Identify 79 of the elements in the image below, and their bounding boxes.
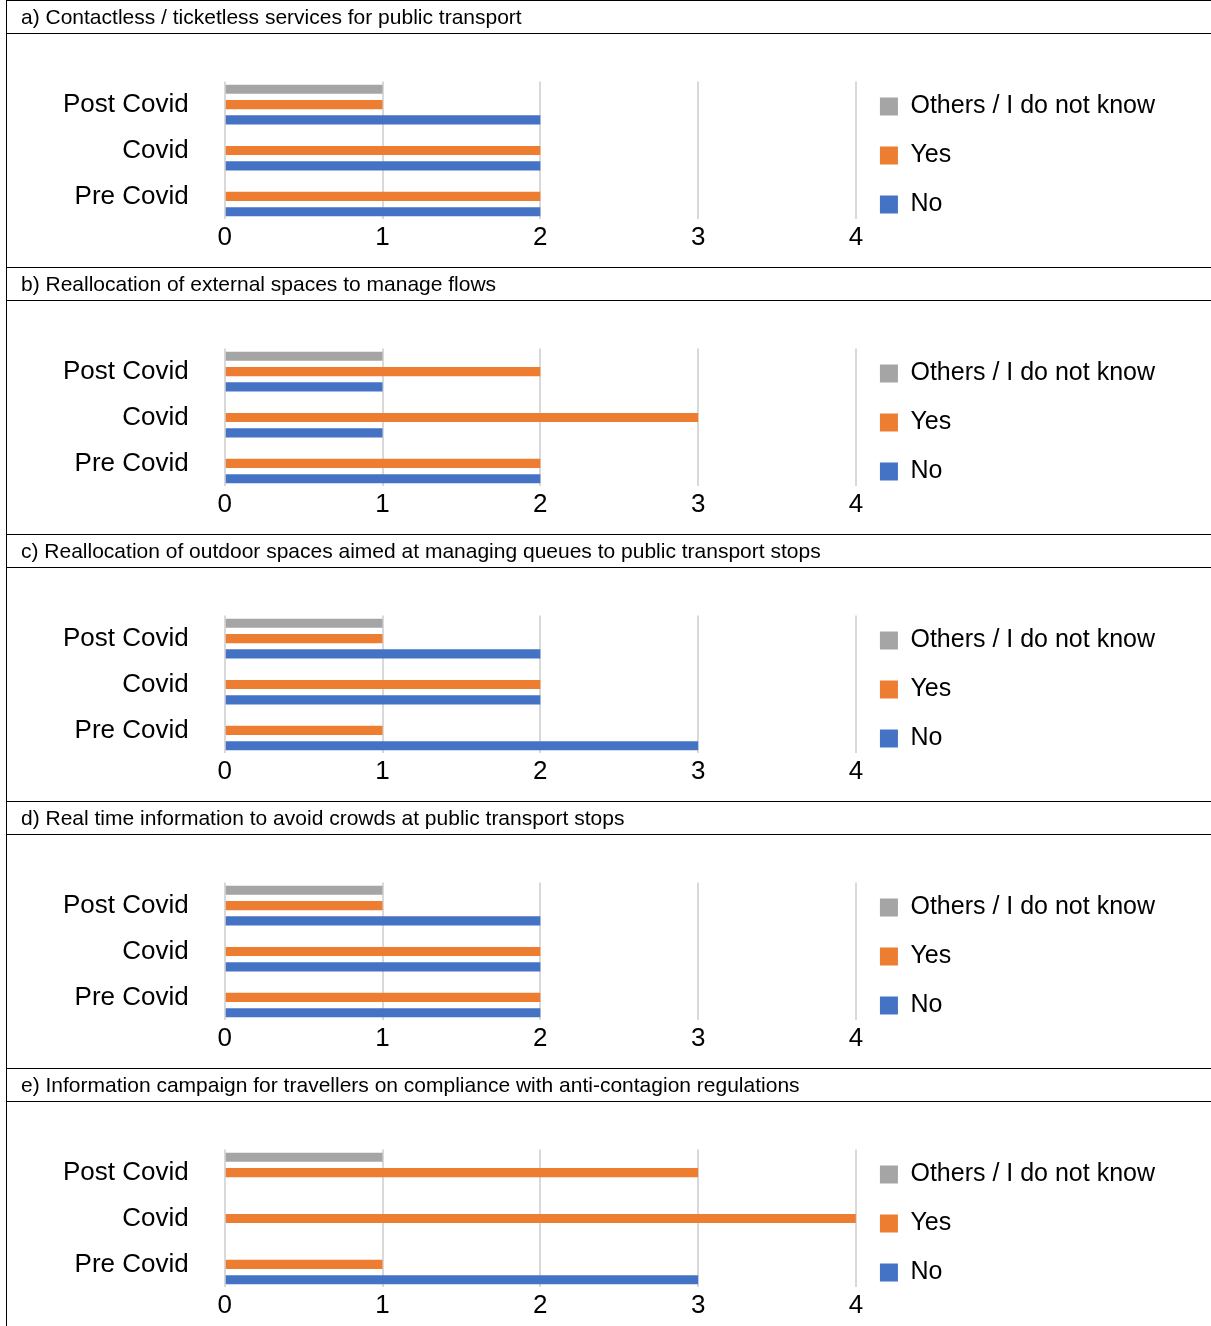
chart-title: a) Contactless / ticketless services for public transport: [7, 1, 1211, 34]
y-tick-label: Post Covid: [62, 1155, 189, 1186]
legend-label: Yes: [910, 139, 952, 168]
chart-title: b) Reallocation of external spaces to manage flows: [7, 268, 1211, 301]
bar: [225, 741, 699, 751]
x-tick-label: 0: [217, 488, 232, 519]
x-tick-label: 4: [848, 1289, 864, 1320]
y-tick-label: Pre Covid: [74, 179, 189, 210]
bar: [225, 649, 541, 659]
y-tick-label: Covid: [122, 667, 189, 698]
y-tick-label: Pre Covid: [74, 1247, 189, 1278]
y-tick-label: Pre Covid: [74, 446, 189, 477]
x-tick-label: 3: [690, 755, 706, 786]
x-tick-label: 1: [375, 755, 390, 786]
x-tick-label: 2: [533, 221, 548, 252]
y-tick-label: Post Covid: [62, 621, 189, 652]
legend-label: No: [910, 455, 943, 484]
bar: [225, 351, 383, 361]
bar: [225, 474, 541, 484]
y-tick-label: Pre Covid: [74, 713, 189, 744]
legend-label: Others / I do not know: [910, 90, 1156, 119]
legend-label: Yes: [910, 673, 952, 702]
x-tick-label: 1: [375, 1289, 390, 1320]
legend-label: Others / I do not know: [910, 1158, 1156, 1187]
x-tick-label: 2: [533, 1022, 548, 1053]
y-tick-label: Covid: [122, 133, 189, 164]
x-tick-label: 1: [375, 1022, 390, 1053]
bar: [225, 458, 541, 469]
bar: [225, 633, 383, 644]
y-tick-label: Post Covid: [62, 888, 189, 919]
x-tick-label: 4: [848, 755, 864, 786]
bar: [225, 1275, 699, 1285]
x-tick-label: 0: [217, 1022, 232, 1053]
y-tick-label: Post Covid: [62, 87, 189, 118]
x-tick-label: 3: [690, 1022, 706, 1053]
x-tick-label: 3: [690, 488, 706, 519]
x-tick-label: 4: [848, 488, 864, 519]
x-tick-label: 0: [217, 755, 232, 786]
bar: [225, 1213, 856, 1224]
x-tick-label: 2: [533, 755, 548, 786]
y-tick-label: Covid: [122, 934, 189, 965]
x-tick-label: 4: [848, 221, 864, 252]
x-tick-label: 2: [533, 1289, 548, 1320]
legend-label: Others / I do not know: [910, 624, 1156, 653]
y-tick-label: Covid: [122, 400, 189, 431]
bar: [225, 725, 383, 736]
x-tick-label: 0: [217, 221, 232, 252]
bar: [225, 1152, 383, 1162]
legend-label: Others / I do not know: [910, 891, 1156, 920]
bar: [225, 366, 541, 377]
legend-label: No: [910, 188, 943, 217]
legend-label: No: [910, 1256, 943, 1285]
y-tick-label: Covid: [122, 1201, 189, 1232]
bar: [225, 382, 383, 392]
x-tick-label: 3: [690, 1289, 706, 1320]
bar: [225, 1259, 383, 1270]
legend-label: No: [910, 722, 943, 751]
x-tick-label: 2: [533, 488, 548, 519]
bar: [225, 695, 541, 705]
chart-title: d) Real time information to avoid crowds at public transport stops: [7, 802, 1211, 835]
bar: [225, 1167, 699, 1178]
chart-title: c) Reallocation of outdoor spaces aimed at managing queues to public transport stops: [7, 535, 1211, 568]
y-tick-label: Pre Covid: [74, 980, 189, 1011]
x-tick-label: 4: [848, 1022, 864, 1053]
bar: [225, 428, 383, 438]
x-tick-label: 1: [375, 488, 390, 519]
legend-label: Yes: [910, 406, 952, 435]
legend-label: Others / I do not know: [910, 357, 1156, 386]
chart-title: e) Information campaign for travellers on compliance with anti-contagion regulations: [7, 1069, 1211, 1102]
bar: [225, 618, 383, 628]
x-tick-label: 1: [375, 221, 390, 252]
x-tick-label: 0: [217, 1289, 232, 1320]
bar: [225, 412, 699, 423]
legend-label: Yes: [910, 940, 952, 969]
y-tick-label: Post Covid: [62, 354, 189, 385]
bar: [225, 679, 541, 690]
x-tick-label: 3: [690, 221, 706, 252]
legend-label: Yes: [910, 1207, 952, 1236]
legend-label: No: [910, 989, 943, 1018]
